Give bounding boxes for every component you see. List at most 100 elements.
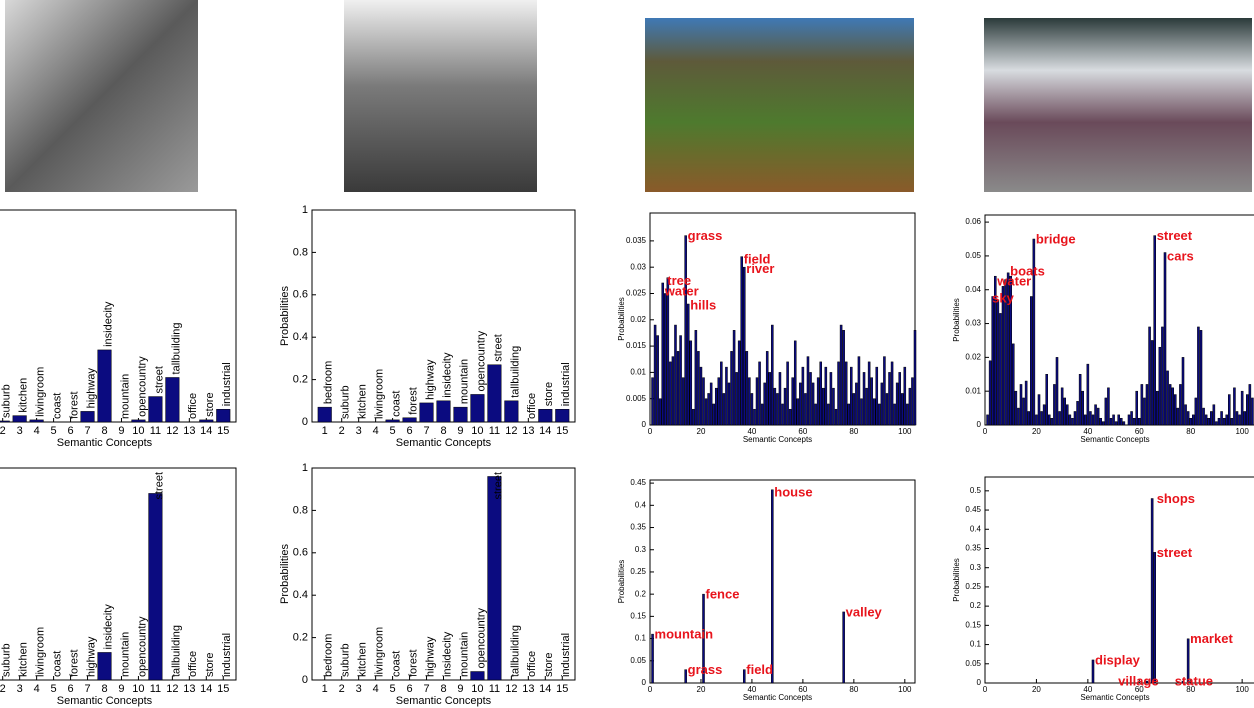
bar <box>1158 346 1162 426</box>
y-tick-label: 0.01 <box>630 368 646 377</box>
bar <box>12 415 27 423</box>
x-tick-label: 12 <box>166 683 178 695</box>
bar <box>814 403 817 426</box>
bar <box>1235 411 1239 426</box>
concept-label: street <box>153 472 165 500</box>
y-tick-label: 0.3 <box>970 563 982 572</box>
y-tick-label: 0.05 <box>965 251 981 260</box>
y-tick-label: 0.6 <box>293 289 308 301</box>
bar <box>725 366 728 426</box>
x-tick-label: 40 <box>1083 685 1092 694</box>
bar <box>1246 394 1249 426</box>
x-tick-label: 100 <box>898 685 912 694</box>
bar <box>1186 411 1190 426</box>
annotation: river <box>746 261 774 276</box>
bar <box>776 393 779 426</box>
bar <box>1096 407 1100 426</box>
bar <box>827 403 830 426</box>
bar <box>786 361 789 426</box>
bar <box>1114 421 1118 426</box>
bar <box>1230 417 1234 426</box>
bar <box>470 394 485 423</box>
y-axis-label: Probabilities <box>279 544 291 604</box>
bar <box>1135 390 1138 426</box>
concept-label: kitchen <box>18 378 30 413</box>
bar <box>317 406 332 423</box>
bar <box>1109 417 1113 426</box>
concept-label: office <box>187 393 199 419</box>
bar <box>880 382 884 426</box>
bar <box>732 330 736 426</box>
concept-label: livingroom <box>35 367 47 417</box>
annotation: fence <box>706 587 740 602</box>
bar <box>755 377 759 426</box>
x-tick-label: 9 <box>118 683 124 695</box>
x-tick-label: 10 <box>471 425 483 437</box>
x-tick-label: 3 <box>17 683 23 695</box>
bar <box>692 408 695 426</box>
bar <box>1202 407 1205 426</box>
concept-label: industrial <box>560 633 572 677</box>
y-tick-label: 0.3 <box>635 545 647 554</box>
bar <box>760 403 764 426</box>
bar <box>0 420 10 423</box>
bar <box>1225 414 1228 426</box>
bar <box>1022 397 1025 426</box>
bar <box>1099 417 1102 426</box>
bar <box>1058 411 1061 426</box>
bar <box>1163 252 1167 426</box>
bar <box>804 393 807 426</box>
bar <box>991 296 994 426</box>
bar <box>1071 417 1074 426</box>
annotation: mountain <box>655 627 714 642</box>
y-axis-label: Probabilities <box>617 297 626 341</box>
bar <box>97 349 112 423</box>
y-tick-label: 0.06 <box>965 217 981 226</box>
concept-label: kitchen <box>357 384 369 419</box>
bar <box>679 335 682 426</box>
concept-label: opencountry <box>475 607 487 668</box>
bar <box>783 387 787 426</box>
bar <box>1042 404 1046 426</box>
x-tick-label: 10 <box>132 425 144 437</box>
bar <box>385 419 400 423</box>
bar <box>131 419 146 423</box>
concept-label: highway <box>85 636 97 677</box>
bar <box>844 361 848 426</box>
y-tick-label: 0 <box>977 678 982 687</box>
x-tick-label: 13 <box>183 683 195 695</box>
x-tick-label: 6 <box>68 683 74 695</box>
y-axis-label: Probabilities <box>279 286 291 346</box>
concept-label: coast <box>391 651 403 677</box>
concept-label: highway <box>424 359 436 400</box>
x-tick-label: 15 <box>556 425 568 437</box>
bar <box>875 366 879 426</box>
concept-label: insidecity <box>102 604 114 650</box>
bar <box>885 393 889 426</box>
concept-label: tallbuilding <box>170 322 182 374</box>
bar <box>1089 411 1092 426</box>
x-tick-label: 3 <box>356 425 362 437</box>
bar <box>857 356 861 426</box>
bar <box>890 361 894 426</box>
bar <box>1171 387 1174 426</box>
x-tick-label: 7 <box>423 683 429 695</box>
bar <box>837 361 840 426</box>
x-tick-label: 4 <box>373 683 379 695</box>
plot-frame <box>984 476 1254 684</box>
bar <box>888 372 891 426</box>
concept-label: insidecity <box>441 352 453 398</box>
bar <box>1204 414 1208 426</box>
bar <box>727 382 731 426</box>
concept-label: industrial <box>221 633 233 677</box>
y-tick-label: 0.8 <box>293 246 308 258</box>
bar <box>694 330 698 426</box>
bar <box>671 356 675 426</box>
bar <box>801 366 805 426</box>
y-tick-label: 0 <box>642 678 647 687</box>
bar <box>806 356 810 426</box>
x-tick-label: 13 <box>522 425 534 437</box>
x-tick-label: 10 <box>471 683 483 695</box>
annotation: field <box>744 252 771 267</box>
